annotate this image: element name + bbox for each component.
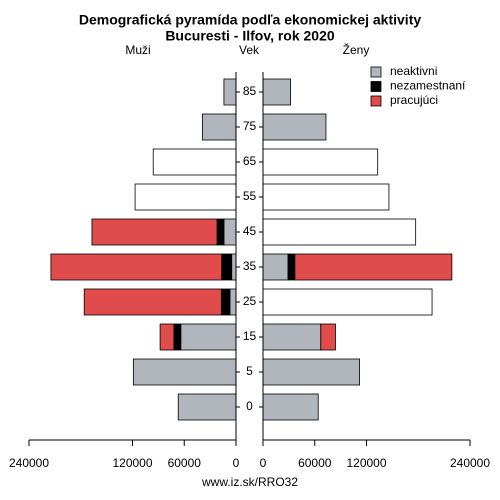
chart-subtitle: Bucuresti - Ilfov, rok 2020 (165, 28, 335, 44)
bar (262, 183, 390, 211)
age-label: 5 (246, 364, 253, 378)
legend-swatch (370, 66, 382, 78)
legend-label: pracujúci (390, 93, 438, 107)
bar (294, 253, 453, 281)
bar (152, 148, 237, 176)
bar (223, 78, 237, 106)
x-tick-label: 120000 (112, 456, 152, 470)
bar (173, 323, 182, 351)
bar (134, 183, 237, 211)
age-label: 25 (243, 294, 257, 308)
bar (177, 393, 237, 421)
bar (220, 288, 231, 316)
bar (262, 218, 417, 246)
age-label: 35 (243, 259, 257, 273)
age-label: 15 (243, 329, 257, 343)
legend-label: neaktivni (390, 64, 437, 78)
bar (262, 113, 327, 141)
bar (320, 323, 336, 351)
chart-title: Demografická pyramída podľa ekonomickej … (79, 12, 422, 28)
bar (180, 323, 237, 351)
right-label: Ženy (343, 42, 370, 57)
x-tick-label: 60000 (298, 456, 332, 470)
age-label: 75 (243, 119, 257, 133)
bar (262, 393, 319, 421)
bar (287, 253, 296, 281)
x-tick-label: 60000 (168, 456, 202, 470)
age-label: 0 (246, 399, 253, 413)
bar (201, 113, 237, 141)
bar (262, 253, 289, 281)
center-label: Vek (239, 43, 260, 57)
age-label: 45 (243, 224, 257, 238)
age-label: 55 (243, 189, 257, 203)
x-tick-label: 240000 (450, 456, 490, 470)
legend-swatch (370, 81, 382, 92)
bar (262, 148, 379, 176)
x-tick-label: 120000 (346, 456, 386, 470)
bar (262, 288, 433, 316)
x-tick-label: 0 (233, 456, 240, 470)
x-tick-label: 0 (260, 456, 267, 470)
bar (262, 323, 322, 351)
age-label: 65 (243, 154, 257, 168)
bar (50, 253, 223, 281)
bar (132, 358, 237, 386)
legend-swatch (370, 95, 382, 107)
bar (221, 253, 233, 281)
bar (159, 323, 175, 351)
bar (262, 78, 292, 106)
bar (229, 288, 237, 316)
bar (83, 288, 222, 316)
bar (262, 358, 360, 386)
bar (216, 218, 225, 246)
bar (223, 218, 237, 246)
x-tick-label: 240000 (9, 456, 49, 470)
left-label: Muži (125, 43, 150, 57)
bar (231, 253, 237, 281)
bar (91, 218, 218, 246)
footer: www.iz.sk/RRO32 (201, 475, 298, 489)
legend-label: nezamestnaní (390, 79, 466, 93)
age-label: 85 (243, 84, 257, 98)
